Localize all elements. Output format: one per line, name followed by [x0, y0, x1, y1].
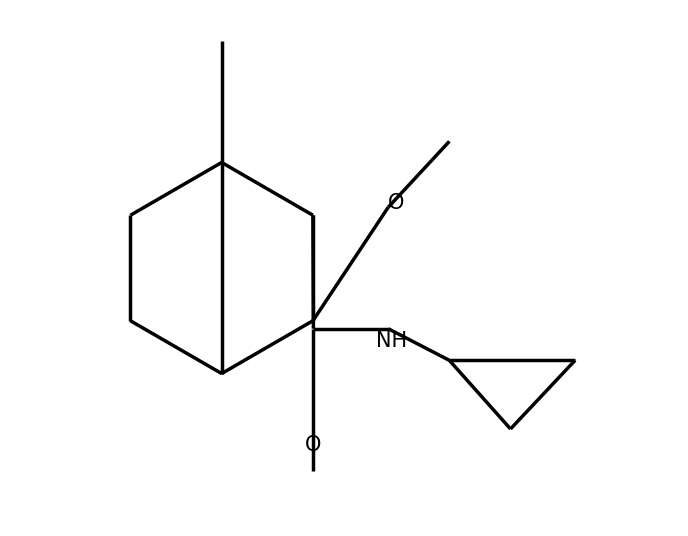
Text: NH: NH [376, 331, 407, 351]
Text: O: O [388, 193, 405, 213]
Text: O: O [305, 435, 321, 455]
